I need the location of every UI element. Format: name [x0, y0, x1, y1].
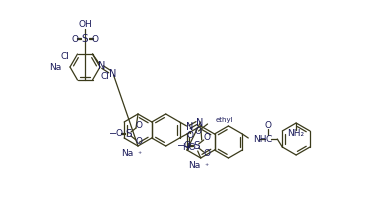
Text: N: N	[186, 122, 193, 132]
Text: −: −	[109, 129, 117, 139]
Text: O: O	[135, 122, 142, 130]
Text: O: O	[183, 142, 190, 150]
Text: Na: Na	[189, 161, 201, 170]
Text: Na: Na	[121, 150, 133, 158]
Text: OH: OH	[78, 19, 92, 28]
Text: −: −	[177, 141, 185, 151]
Text: S: S	[126, 129, 132, 139]
Text: S: S	[82, 34, 88, 44]
Text: ⁺: ⁺	[205, 161, 209, 170]
Text: C: C	[265, 134, 272, 143]
Text: NH: NH	[253, 134, 267, 143]
Text: O: O	[203, 134, 210, 142]
Text: ethyl: ethyl	[215, 117, 233, 123]
Text: O: O	[195, 127, 202, 135]
Text: N: N	[109, 69, 116, 79]
Text: Na: Na	[49, 62, 61, 72]
Text: Cl: Cl	[61, 51, 70, 61]
Text: O: O	[115, 130, 122, 138]
Text: NH₂: NH₂	[288, 130, 305, 138]
Text: O: O	[203, 150, 210, 158]
Text: N: N	[98, 61, 105, 71]
Text: N: N	[196, 118, 203, 128]
Text: Cl: Cl	[100, 73, 109, 81]
Text: O: O	[186, 131, 193, 141]
Text: HO: HO	[182, 142, 196, 151]
Text: O: O	[265, 120, 272, 130]
Text: O: O	[135, 138, 142, 146]
Text: O: O	[92, 35, 99, 43]
Text: ⁺: ⁺	[137, 150, 141, 158]
Text: S: S	[193, 141, 200, 151]
Text: O: O	[71, 35, 78, 43]
